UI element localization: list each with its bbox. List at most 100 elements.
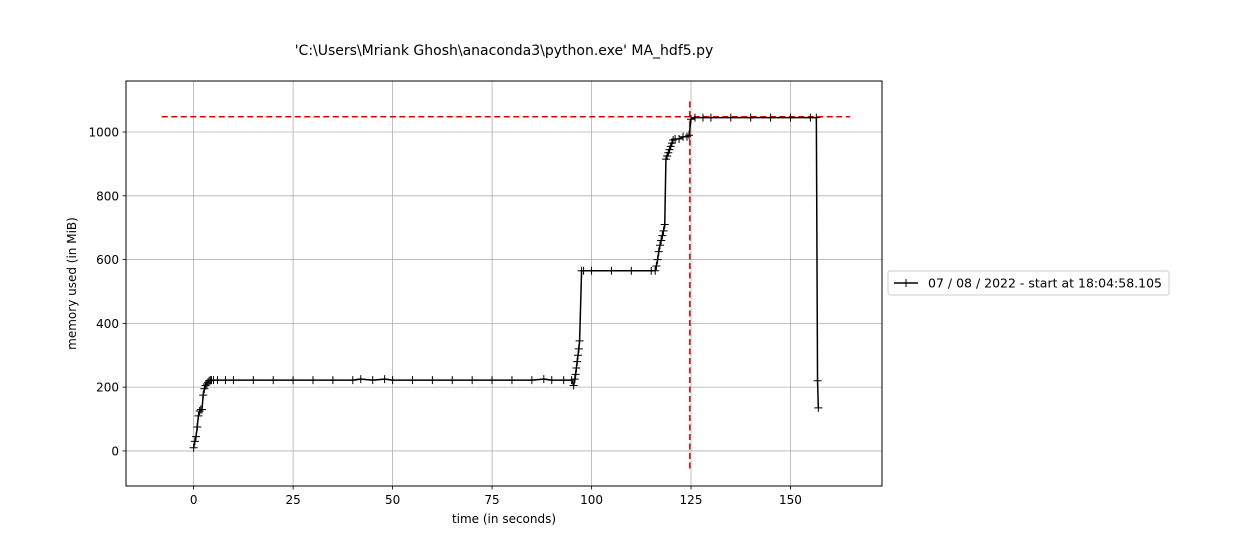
data-point-marker [193, 423, 202, 432]
data-point-marker [249, 376, 258, 385]
data-point-marker [812, 113, 821, 122]
x-tick-label: 150 [779, 493, 802, 507]
data-point-marker [654, 247, 663, 256]
data-point-marker [655, 241, 664, 250]
data-point-marker [380, 375, 389, 384]
data-point-marker [192, 432, 201, 441]
data-point-marker [698, 113, 707, 122]
data-point-marker [348, 376, 357, 385]
data-point-marker [726, 113, 735, 122]
data-point-marker [746, 113, 755, 122]
y-tick-label: 1000 [88, 126, 119, 140]
data-point-marker [221, 376, 230, 385]
x-axis-ticks: 0 25 50 75 100 125 150 [190, 486, 802, 507]
data-point-marker [663, 151, 672, 160]
y-axis-ticks: 0 200 400 600 800 1000 [88, 126, 126, 458]
data-point-marker [388, 376, 397, 385]
data-point-marker [657, 236, 666, 245]
data-point-marker [814, 403, 823, 412]
data-point-marker [653, 255, 662, 264]
data-point-marker [658, 231, 667, 240]
data-point-marker [660, 220, 669, 229]
data-point-marker [569, 381, 578, 390]
data-point-marker [428, 376, 437, 385]
data-point-marker [607, 266, 616, 275]
data-point-marker [687, 115, 696, 124]
data-point-marker [683, 132, 692, 141]
data-point-marker [685, 131, 694, 140]
data-point-marker [559, 376, 568, 385]
data-point-marker [269, 376, 278, 385]
data-point-marker [408, 376, 417, 385]
data-point-marker [199, 391, 208, 400]
data-point-marker [574, 351, 583, 360]
data-point-marker [574, 344, 583, 353]
data-point-marker [547, 376, 556, 385]
data-point-marker [289, 376, 298, 385]
data-point-marker [579, 266, 588, 275]
data-point-marker [539, 375, 548, 384]
plot-frame [125, 80, 883, 487]
data-point-marker [666, 142, 675, 151]
x-tick-label: 50 [385, 493, 400, 507]
data-point-marker [368, 376, 377, 385]
x-axis-label: time (in seconds) [452, 512, 556, 526]
data-point-marker [661, 155, 670, 164]
y-tick-label: 800 [96, 189, 119, 203]
data-point-marker [571, 370, 580, 379]
data-point-marker [667, 139, 676, 148]
data-point-marker [573, 357, 582, 366]
legend-box [887, 270, 1170, 296]
y-tick-label: 0 [111, 444, 119, 458]
y-tick-label: 600 [96, 253, 119, 267]
data-point-marker [229, 376, 238, 385]
x-tick-label: 75 [484, 493, 499, 507]
data-point-marker [706, 113, 715, 122]
x-tick-label: 25 [285, 493, 300, 507]
data-point-marker [468, 376, 477, 385]
y-tick-label: 400 [96, 317, 119, 331]
legend-entry-label: 07 / 08 / 2022 - start at 18:04:58.105 [928, 276, 1162, 291]
data-point-marker [659, 226, 668, 235]
data-point-marker [651, 266, 660, 275]
data-point-marker [189, 443, 198, 452]
series-group [189, 113, 823, 452]
data-point-marker [652, 261, 661, 270]
data-point-marker [527, 376, 536, 385]
data-point-marker [309, 376, 318, 385]
data-point-marker [328, 376, 337, 385]
data-point-marker [664, 148, 673, 157]
y-tick-label: 200 [96, 381, 119, 395]
data-point-marker [669, 135, 678, 144]
reference-lines [161, 98, 851, 469]
data-point-marker [190, 437, 199, 446]
data-point-marker [665, 145, 674, 154]
data-point-marker [200, 384, 209, 393]
grid-lines [126, 81, 882, 486]
chart-title: 'C:\Users\Mriank Ghosh\anaconda3\python.… [295, 43, 714, 59]
data-point-marker [786, 113, 795, 122]
data-point-marker [213, 376, 222, 385]
data-point-marker [572, 364, 581, 373]
data-point-marker [194, 411, 203, 420]
data-point-marker [690, 113, 699, 122]
x-tick-label: 125 [680, 493, 703, 507]
data-point-marker [570, 375, 579, 384]
data-point-marker [448, 376, 457, 385]
data-point-marker [507, 376, 516, 385]
data-point-marker [197, 405, 206, 414]
x-tick-label: 100 [580, 493, 603, 507]
data-point-marker [587, 266, 596, 275]
data-point-marker [813, 376, 822, 385]
data-point-marker [575, 336, 584, 345]
data-point-marker [567, 376, 576, 385]
y-axis-label: memory used (in MiB) [65, 217, 79, 350]
legend: 07 / 08 / 2022 - start at 18:04:58.105 [887, 270, 1170, 296]
data-point-marker [356, 375, 365, 384]
x-tick-label: 0 [190, 493, 198, 507]
data-point-marker [766, 113, 775, 122]
data-point-marker [627, 266, 636, 275]
data-point-marker [488, 376, 497, 385]
legend-marker-swatch [902, 279, 910, 287]
